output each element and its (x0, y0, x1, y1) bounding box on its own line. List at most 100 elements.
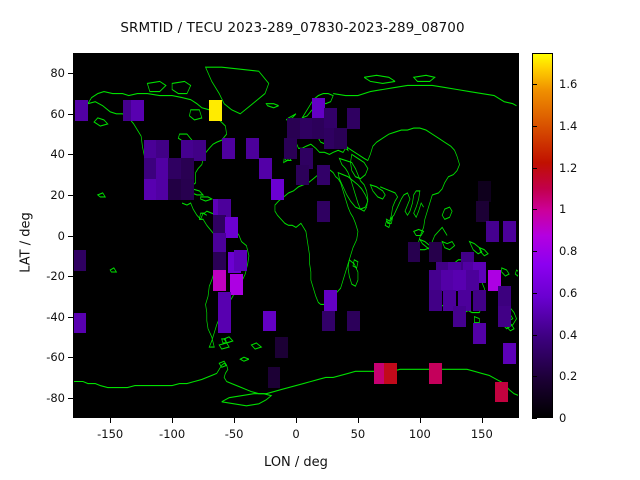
heatmap-cell (324, 128, 338, 149)
colorbar[interactable] (532, 53, 553, 418)
x-tick-label: -150 (97, 427, 124, 441)
heatmap-cell (324, 107, 338, 129)
heatmap-cell (299, 117, 313, 139)
heatmap-cells-layer (73, 53, 519, 418)
colorbar-tick-mark (532, 251, 537, 253)
heatmap-cell (428, 241, 442, 263)
y-tick-mark (68, 154, 73, 156)
heatmap-cell (317, 164, 331, 186)
heatmap-cell (156, 158, 169, 180)
heatmap-cell (143, 178, 157, 200)
colorbar-tick-mark (532, 334, 537, 336)
y-tick-mark (68, 357, 73, 359)
heatmap-cell (73, 312, 86, 334)
colorbar-tick-mark (532, 84, 537, 86)
x-tick-mark (234, 418, 236, 423)
heatmap-cell (374, 363, 388, 385)
heatmap-cell (230, 274, 244, 295)
y-tick-label: 80 (50, 66, 65, 81)
heatmap-cell (465, 269, 479, 291)
heatmap-cell (497, 286, 511, 308)
heatmap-cell (271, 178, 285, 200)
heatmap-cell (346, 107, 360, 129)
heatmap-cell (274, 336, 288, 358)
heatmap-cell (383, 363, 397, 385)
heatmap-cell (488, 269, 501, 291)
y-tick-label: 40 (50, 147, 65, 162)
heatmap-cell (156, 178, 169, 200)
heatmap-cell (262, 310, 276, 332)
y-tick-mark (68, 73, 73, 75)
heatmap-cell (299, 148, 313, 170)
heatmap-cell (453, 306, 467, 328)
heatmap-cell (258, 158, 272, 180)
heatmap-cell (440, 269, 454, 291)
heatmap-cell (497, 306, 511, 328)
heatmap-cell (334, 128, 348, 149)
x-tick-mark (481, 418, 483, 423)
heatmap-cell (283, 138, 297, 160)
heatmap-cell (495, 381, 509, 403)
heatmap-cell (212, 269, 226, 291)
x-tick-label: 0 (292, 427, 300, 441)
x-tick-mark (296, 418, 297, 423)
heatmap-cell (143, 140, 157, 162)
x-tick-mark (110, 418, 112, 423)
heatmap-cell (225, 217, 239, 239)
y-tick-mark (68, 194, 73, 196)
heatmap-cell (485, 221, 499, 243)
colorbar-tick-label: 1 (559, 202, 567, 217)
heatmap-cell (317, 201, 331, 222)
heatmap-cell (475, 201, 489, 222)
heatmap-cell (168, 158, 182, 180)
x-tick-label: 100 (408, 427, 431, 441)
y-tick-mark (68, 276, 73, 278)
heatmap-cell (346, 310, 360, 332)
map-plot-area[interactable] (73, 53, 519, 418)
y-tick-label: -60 (46, 350, 65, 365)
heatmap-cell (217, 292, 231, 314)
heatmap-cell (131, 99, 145, 121)
heatmap-cell (428, 363, 442, 385)
heatmap-cell (168, 178, 182, 200)
heatmap-cell (322, 310, 335, 332)
y-axis-label: LAT / deg (18, 212, 34, 273)
y-tick-mark (68, 113, 73, 115)
heatmap-cell (443, 290, 457, 312)
y-tick-label: -40 (46, 309, 65, 324)
y-tick-mark (68, 235, 73, 237)
heatmap-cell (217, 312, 231, 334)
x-tick-mark (172, 418, 174, 423)
heatmap-cell (312, 97, 326, 119)
heatmap-cell (473, 290, 487, 312)
heatmap-cell (407, 241, 421, 263)
colorbar-tick-label: 1.4 (559, 119, 578, 133)
heatmap-cell (75, 99, 89, 121)
colorbar-tick-label: 0.6 (559, 285, 578, 300)
chart-title: SRMTID / TECU 2023-289_07830-2023-289_08… (120, 20, 465, 36)
heatmap-cell (73, 249, 86, 271)
heatmap-cell (143, 158, 157, 180)
y-tick-label: -80 (46, 390, 65, 405)
heatmap-cell (267, 367, 281, 389)
heatmap-cell (246, 138, 260, 160)
heatmap-cell (473, 322, 487, 344)
colorbar-tick-label: 0.4 (559, 327, 578, 342)
y-tick-label: 60 (50, 106, 65, 121)
heatmap-cell (234, 249, 248, 271)
y-tick-label: 0 (57, 228, 65, 243)
heatmap-cell (287, 117, 301, 139)
heatmap-cell (453, 269, 467, 291)
heatmap-cell (296, 164, 309, 186)
colorbar-tick-label: 0.2 (559, 369, 578, 384)
colorbar-gradient (533, 54, 552, 417)
colorbar-tick-mark (532, 418, 537, 419)
x-tick-label: 50 (350, 427, 366, 441)
heatmap-cell (209, 99, 223, 121)
colorbar-tick-label: 0 (559, 411, 567, 425)
colorbar-tick-mark (532, 167, 537, 169)
x-tick-label: -100 (159, 427, 186, 441)
colorbar-tick-label: 1.2 (559, 160, 578, 175)
x-tick-label: -50 (224, 427, 244, 441)
